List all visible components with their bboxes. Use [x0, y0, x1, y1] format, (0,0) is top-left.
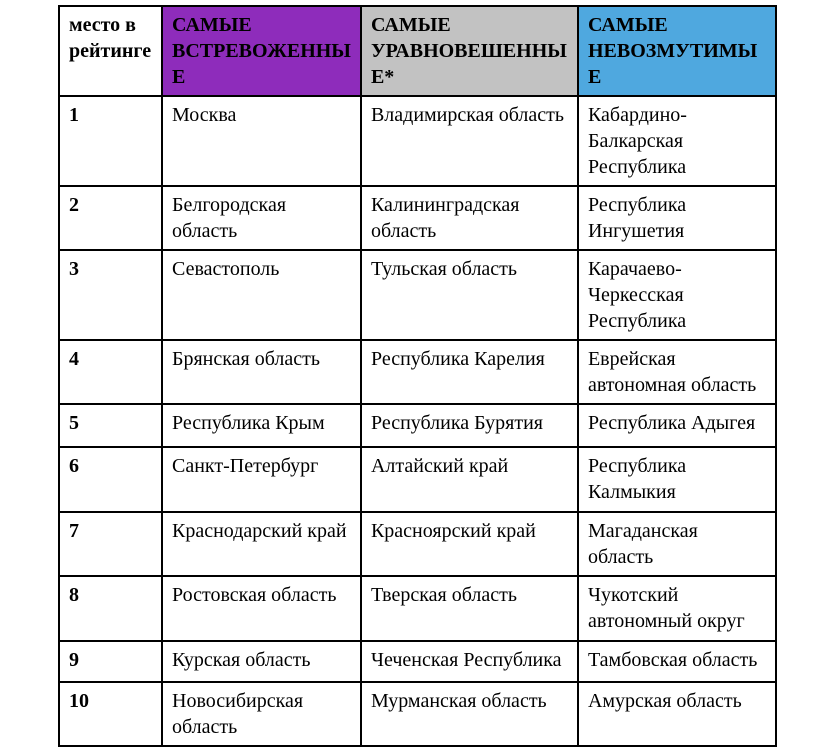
region-cell-calm: Республика Калмыкия — [576, 446, 777, 513]
column-header-most-anxious: САМЫЕ ВСТРЕВОЖЕННЫ Е — [161, 5, 362, 97]
rank-cell: 8 — [58, 575, 163, 642]
region-cell-calm: Тамбовская область — [576, 640, 777, 683]
table-row: 7 Краснодарский край Красноярский край М… — [58, 511, 777, 577]
region-cell-anxious: Ростовская область — [161, 575, 362, 642]
region-cell-balanced: Республика Карелия — [359, 339, 579, 405]
table-row: 9 Курская область Чеченская Республика Т… — [58, 640, 777, 683]
region-cell-calm: Республика Адыгея — [576, 403, 777, 448]
rank-cell: 5 — [58, 403, 163, 448]
region-cell-calm: Республика Ингушетия — [576, 185, 777, 251]
table-row: 6 Санкт-Петербург Алтайский край Республ… — [58, 446, 777, 513]
region-cell-anxious: Республика Крым — [161, 403, 362, 448]
region-cell-anxious: Новосибирская область — [161, 681, 362, 747]
region-cell-calm: Кабардино-Балкарская Республика — [576, 95, 777, 187]
region-cell-anxious: Курская область — [161, 640, 362, 683]
region-cell-calm: Амурская область — [576, 681, 777, 747]
table-body: 1 Москва Владимирская область Кабардино-… — [58, 95, 777, 747]
table-row: 3 Севастополь Тульская область Карачаево… — [58, 249, 777, 341]
table-row: 8 Ростовская область Тверская область Чу… — [58, 575, 777, 642]
table-row: 5 Республика Крым Республика Бурятия Рес… — [58, 403, 777, 448]
regions-ranking-table: место в рейтинге САМЫЕ ВСТРЕВОЖЕННЫ Е СА… — [58, 5, 777, 747]
region-cell-balanced: Чеченская Республика — [359, 640, 579, 683]
table-row: 1 Москва Владимирская область Кабардино-… — [58, 95, 777, 187]
rank-cell: 1 — [58, 95, 163, 187]
region-cell-calm: Карачаево-Черкесская Республика — [576, 249, 777, 341]
region-cell-balanced: Алтайский край — [359, 446, 579, 513]
region-cell-anxious: Севастополь — [161, 249, 362, 341]
table-row: 2 Белгородская область Калининградская о… — [58, 185, 777, 251]
region-cell-balanced: Красноярский край — [359, 511, 579, 577]
table-row: 10 Новосибирская область Мурманская обла… — [58, 681, 777, 747]
region-cell-calm: Еврейская автономная область — [576, 339, 777, 405]
rank-cell: 2 — [58, 185, 163, 251]
rank-cell: 9 — [58, 640, 163, 683]
rank-cell: 4 — [58, 339, 163, 405]
region-cell-balanced: Владимирская область — [359, 95, 579, 187]
region-cell-calm: Чукотский автономный округ — [576, 575, 777, 642]
header-row: место в рейтинге САМЫЕ ВСТРЕВОЖЕННЫ Е СА… — [58, 5, 777, 97]
page: место в рейтинге САМЫЕ ВСТРЕВОЖЕННЫ Е СА… — [58, 5, 777, 747]
rank-cell: 7 — [58, 511, 163, 577]
region-cell-balanced: Мурманская область — [359, 681, 579, 747]
rank-cell: 10 — [58, 681, 163, 747]
region-cell-balanced: Калининградская область — [359, 185, 579, 251]
region-cell-anxious: Краснодарский край — [161, 511, 362, 577]
region-cell-anxious: Брянская область — [161, 339, 362, 405]
region-cell-balanced: Тверская область — [359, 575, 579, 642]
region-cell-anxious: Белгородская область — [161, 185, 362, 251]
region-cell-balanced: Тульская область — [359, 249, 579, 341]
rank-cell: 6 — [58, 446, 163, 513]
region-cell-anxious: Москва — [161, 95, 362, 187]
region-cell-anxious: Санкт-Петербург — [161, 446, 362, 513]
column-header-most-calm: САМЫЕ НЕВОЗМУТИМЫ Е — [576, 5, 777, 97]
region-cell-balanced: Республика Бурятия — [359, 403, 579, 448]
table-row: 4 Брянская область Республика Карелия Ев… — [58, 339, 777, 405]
region-cell-calm: Магаданская область — [576, 511, 777, 577]
column-header-most-balanced: САМЫЕ УРАВНОВЕШЕННЫ Е* — [359, 5, 579, 97]
column-header-rank: место в рейтинге — [58, 5, 163, 97]
table-header: место в рейтинге САМЫЕ ВСТРЕВОЖЕННЫ Е СА… — [58, 5, 777, 97]
rank-cell: 3 — [58, 249, 163, 341]
